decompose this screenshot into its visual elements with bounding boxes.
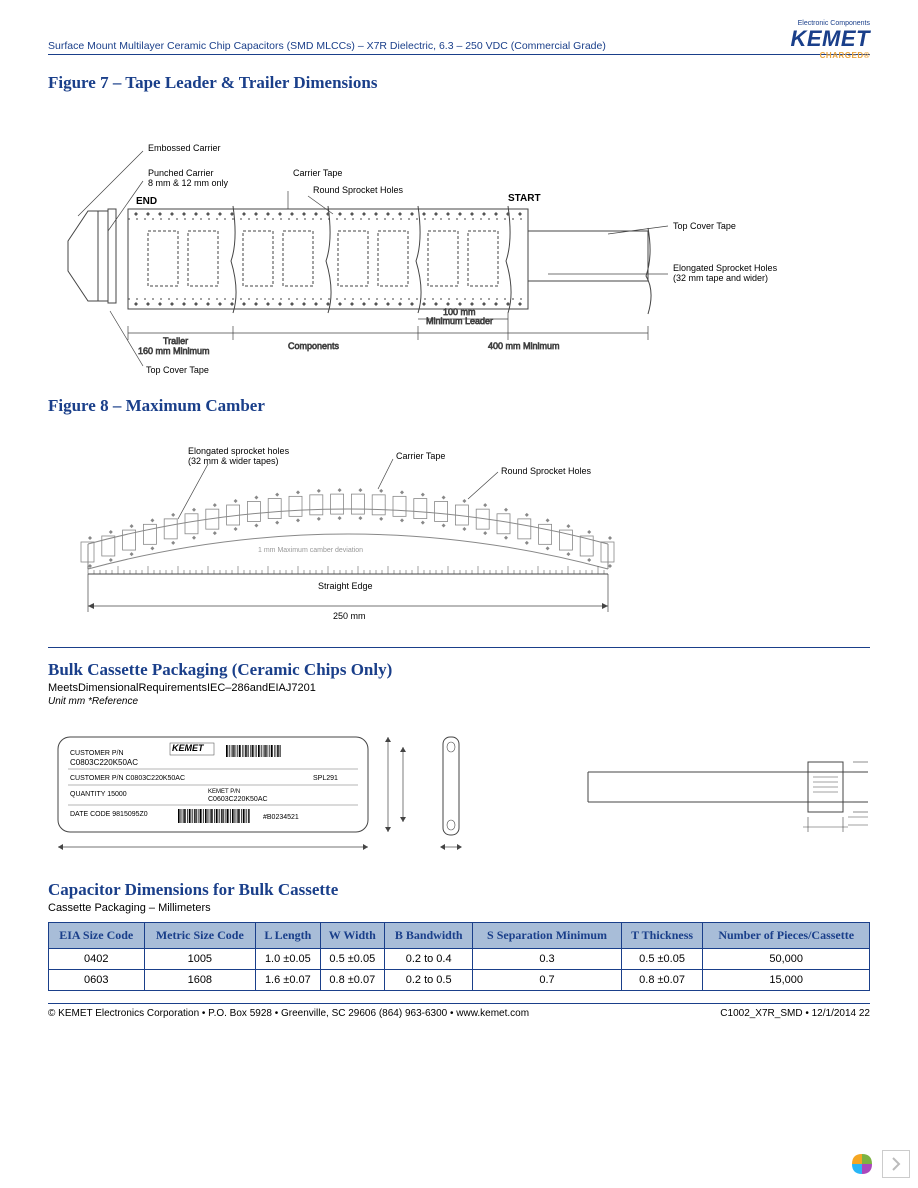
fig7-round-label: Round Sprocket Holes	[313, 185, 404, 195]
fig8-elongated-label: Elongated sprocket holes(32 mm & wider t…	[188, 446, 290, 466]
section-divider	[48, 647, 870, 648]
fig7-components-dim: Components	[288, 341, 340, 351]
cassette-spl: SPL291	[313, 775, 338, 782]
fig7-carrier-label: Carrier Tape	[293, 168, 342, 178]
bulk-diagram: CUSTOMER P/N C0803C220K50AC KEMET CUSTOM…	[48, 717, 870, 870]
fig7-end-label: END	[136, 196, 157, 207]
table-row: 040210051.0 ±0.050.5 ±0.050.2 to 0.40.30…	[49, 949, 870, 970]
dims-subtitle: Cassette Packaging – Millimeters	[48, 902, 870, 914]
fig7-punched-label: Punched Carrier8 mm & 12 mm only	[148, 168, 229, 188]
cassette-cust-pn-label: CUSTOMER P/N	[70, 750, 124, 757]
table-cell: 0.8 ±0.07	[320, 970, 384, 991]
dims-title: Capacitor Dimensions for Bulk Cassette	[48, 880, 870, 900]
logo-brand: KEMET	[791, 26, 871, 51]
header-title: Surface Mount Multilayer Ceramic Chip Ca…	[48, 40, 870, 52]
nav-next-button[interactable]	[882, 1150, 910, 1178]
nav-widget	[846, 1148, 910, 1180]
fig8-ruler-ticks	[88, 566, 604, 574]
figure8-title: Figure 8 – Maximum Camber	[48, 396, 870, 416]
cassette-lot: #B0234521	[263, 814, 299, 821]
table-cell: 0603	[49, 970, 145, 991]
cassette-cust-pn2: CUSTOMER P/N C0803C220K50AC	[70, 775, 185, 782]
dims-col-header: T Thickness	[621, 923, 703, 949]
dims-col-header: L Length	[256, 923, 320, 949]
fig7-embossed-label: Embossed Carrier	[148, 143, 221, 153]
logo-sub: CHARGED®	[820, 51, 870, 60]
cassette-date: DATE CODE 9815095Z0	[70, 811, 148, 818]
dims-col-header: B Bandwidth	[385, 923, 473, 949]
figure7-title: Figure 7 – Tape Leader & Trailer Dimensi…	[48, 73, 870, 93]
cassette-qty: QUANTITY 15000	[70, 791, 127, 798]
fig8-straight-label: Straight Edge	[318, 581, 373, 591]
table-cell: 1005	[144, 949, 256, 970]
table-cell: 0.2 to 0.4	[385, 949, 473, 970]
dims-col-header: S Separation Minimum	[473, 923, 621, 949]
cassette-kemet-pn: C0603C220K50AC	[208, 796, 268, 803]
dims-table: EIA Size CodeMetric Size CodeL LengthW W…	[48, 922, 870, 991]
table-row: 060316081.6 ±0.070.8 ±0.070.2 to 0.50.70…	[49, 970, 870, 991]
table-cell: 50,000	[703, 949, 870, 970]
fig8-length-label: 250 mm	[333, 611, 366, 621]
fig8-camber-label: 1 mm Maximum camber deviation	[258, 547, 363, 554]
fig7-start-label: START	[508, 193, 541, 204]
figure7-diagram: Embossed Carrier Punched Carrier8 mm & 1…	[48, 101, 870, 384]
fig7-leader100-dim: 100 mmMinimum Leader	[426, 307, 493, 326]
cassette-pn1: C0803C220K50AC	[70, 758, 138, 767]
table-cell: 1.6 ±0.07	[256, 970, 320, 991]
footer-left: © KEMET Electronics Corporation • P.O. B…	[48, 1008, 529, 1019]
bulk-subtitle: MeetsDimensionalRequirementsIEC–286andEI…	[48, 682, 870, 694]
page-footer: © KEMET Electronics Corporation • P.O. B…	[48, 1003, 870, 1019]
cassette-kemet-label: KEMET P/N	[208, 789, 240, 795]
bulk-title: Bulk Cassette Packaging (Ceramic Chips O…	[48, 660, 870, 680]
fig7-elongated-label: Elongated Sprocket Holes(32 mm tape and …	[673, 263, 778, 283]
figure8-diagram: Elongated sprocket holes(32 mm & wider t…	[48, 424, 870, 627]
table-cell: 0.2 to 0.5	[385, 970, 473, 991]
fig7-topcover2-label: Top Cover Tape	[146, 365, 209, 375]
fig8-round-label: Round Sprocket Holes	[501, 466, 592, 476]
nav-logo-icon[interactable]	[846, 1148, 878, 1180]
fig7-topcover-label: Top Cover Tape	[673, 221, 736, 231]
fig7-leader400-dim: 400 mm Minimum	[488, 341, 560, 351]
footer-right: C1002_X7R_SMD • 12/1/2014 22	[720, 1008, 870, 1019]
dims-col-header: Metric Size Code	[144, 923, 256, 949]
table-cell: 0.3	[473, 949, 621, 970]
dims-col-header: Number of Pieces/Cassette	[703, 923, 870, 949]
fig7-trailer-dim: Trailer160 mm Minimum	[138, 336, 210, 356]
table-cell: 0.8 ±0.07	[621, 970, 703, 991]
table-cell: 0.5 ±0.05	[320, 949, 384, 970]
dims-tbody: 040210051.0 ±0.050.5 ±0.050.2 to 0.40.30…	[49, 949, 870, 991]
table-cell: 1608	[144, 970, 256, 991]
logo-area: Electronic Components KEMET CHARGED®	[791, 20, 871, 61]
table-cell: 0.7	[473, 970, 621, 991]
fig8-carrier-label: Carrier Tape	[396, 451, 445, 461]
dims-col-header: EIA Size Code	[49, 923, 145, 949]
dims-header-row: EIA Size CodeMetric Size CodeL LengthW W…	[49, 923, 870, 949]
table-cell: 1.0 ±0.05	[256, 949, 320, 970]
cassette-brand: KEMET	[172, 743, 205, 753]
bulk-unit: Unit mm *Reference	[48, 696, 870, 707]
table-cell: 15,000	[703, 970, 870, 991]
page-header: Surface Mount Multilayer Ceramic Chip Ca…	[48, 40, 870, 55]
table-cell: 0402	[49, 949, 145, 970]
table-cell: 0.5 ±0.05	[621, 949, 703, 970]
dims-col-header: W Width	[320, 923, 384, 949]
